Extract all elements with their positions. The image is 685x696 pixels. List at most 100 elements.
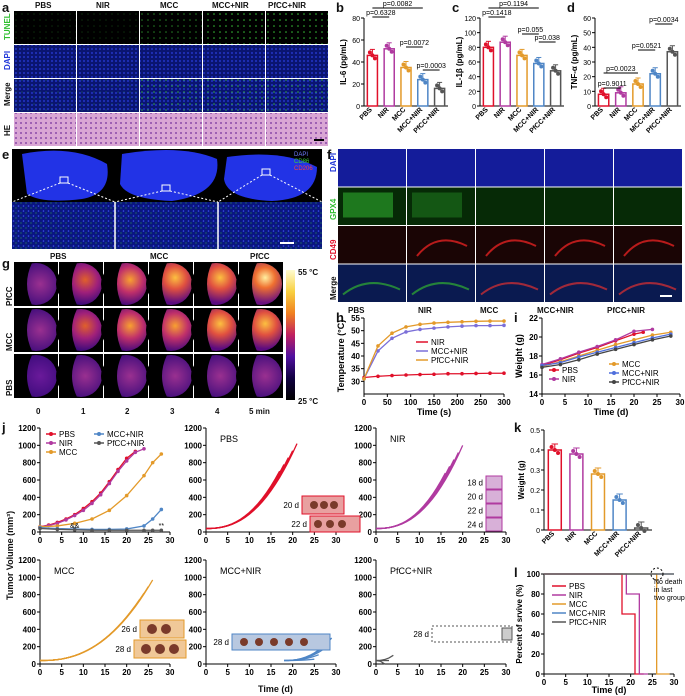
- data-point: [390, 331, 394, 335]
- data-point: [376, 344, 380, 348]
- data-point: [571, 449, 576, 453]
- f-cell: [545, 187, 613, 225]
- f-col-nir: NIR: [418, 306, 432, 315]
- y-tick-label: 20: [468, 89, 476, 96]
- series-pbsmouse5: [205, 470, 281, 530]
- a-cell-overlay: [14, 79, 76, 112]
- g-time-2: 2: [125, 407, 130, 416]
- data-point: [418, 322, 422, 327]
- data-point: [551, 65, 556, 70]
- f-gpx4-signal: [343, 192, 393, 218]
- x-tick-label: 20: [122, 668, 131, 677]
- x-tick-label: 15: [437, 668, 446, 677]
- x-tick-label: 30: [166, 536, 175, 545]
- y-tick-label: 1000: [18, 573, 36, 582]
- data-point: [599, 89, 604, 94]
- data-point: [390, 373, 394, 378]
- tumor-photo: [330, 501, 338, 509]
- data-point: [474, 319, 478, 324]
- sig-label: p=0.9011: [598, 81, 627, 88]
- y-tick-label: 600: [189, 608, 203, 617]
- g-cell-shadow: [14, 309, 32, 351]
- series-pbs: [39, 450, 136, 528]
- y-tick-label: 1200: [18, 556, 36, 565]
- data-point: [486, 45, 491, 50]
- g-cell-shadow: [146, 263, 167, 305]
- x-tick-label: 25: [653, 398, 662, 407]
- y-tick-label: 400: [189, 493, 203, 502]
- x-tick-label: 15: [101, 668, 110, 677]
- data-point: [558, 362, 563, 367]
- g-cell-shadow: [101, 355, 122, 397]
- data-point: [435, 83, 440, 88]
- series-pfccnir: [541, 335, 671, 369]
- y-tick-label: 40: [468, 75, 476, 82]
- x-tick-label: 0: [204, 536, 209, 545]
- y-axis-label: Weight (g): [517, 460, 526, 499]
- data-point: [460, 371, 464, 376]
- chart-i: 0 5 10 15 20 25 30 14 16 18 20 22 Time (d) Weight (g)…: [514, 314, 685, 417]
- tumor-photo: [285, 638, 293, 646]
- x-tick-label: 15: [437, 536, 446, 545]
- data-point: [142, 528, 146, 533]
- x-tick-label: 25: [480, 536, 489, 545]
- photo-box: [485, 475, 503, 490]
- y-tick-label: 1200: [18, 424, 36, 433]
- data-point: [72, 521, 77, 526]
- x-tick-label: 30: [166, 668, 175, 677]
- data-point: [536, 61, 541, 66]
- x-tick-label: 250: [474, 398, 488, 407]
- g-thermal-grid: [14, 262, 283, 398]
- series-nirmouse3: [375, 459, 455, 530]
- data-point: [596, 472, 600, 476]
- g-cell-shadow: [236, 309, 257, 351]
- e-label-pfcc: PfCC: [250, 252, 270, 261]
- g-cell-shadow: [191, 309, 212, 351]
- x-tick-label: 100: [404, 398, 418, 407]
- legend-label: NIR: [59, 439, 73, 448]
- x-tick-label: 10: [583, 678, 592, 687]
- data-point: [599, 475, 604, 479]
- series-mccnir: [541, 333, 671, 367]
- y-tick-label: 0: [32, 528, 37, 537]
- y-tick-label: 400: [359, 625, 373, 634]
- g-cell-shadow: [146, 355, 167, 397]
- g-row-pfcc: PfCC: [5, 286, 14, 306]
- y-tick-label: 40: [351, 352, 360, 361]
- legend-marker: [552, 377, 556, 381]
- subplot-title: MCC+NIR: [220, 566, 262, 576]
- bar-mccnir: [649, 72, 662, 107]
- series-mcc: [39, 453, 162, 528]
- y-tick-label: 20: [352, 82, 360, 89]
- y-tick-label: 0: [356, 104, 360, 111]
- x-tick-label: 25: [310, 536, 319, 545]
- x-tick-label: 0: [374, 536, 379, 545]
- y-tick-label: 200: [189, 643, 203, 652]
- series-pbsmouse4: [205, 464, 285, 530]
- a-cell-texture: [77, 45, 139, 78]
- e-legend-cd86: CD86: [294, 159, 310, 165]
- y-tick-label: 60: [531, 610, 540, 619]
- f-cell: [545, 149, 613, 187]
- data-point: [418, 372, 422, 377]
- a-cell-texture: [14, 113, 76, 146]
- photo-box: [231, 633, 331, 651]
- g-cell-shadow: [191, 355, 212, 397]
- x-tick-label: 0: [362, 398, 367, 407]
- data-point: [142, 447, 146, 451]
- y-tick-label: 0.5: [530, 428, 540, 435]
- data-point: [577, 350, 581, 354]
- y-tick-label: 1200: [354, 556, 372, 565]
- y-tick-label: 1200: [184, 556, 202, 565]
- data-point: [613, 347, 618, 352]
- sig-label: p=0.1194: [499, 1, 528, 8]
- sig-label: p=0.1418: [482, 10, 511, 17]
- x-tick-label: 10: [584, 398, 593, 407]
- legend-marker: [612, 380, 616, 384]
- sig-label: p=0.0082: [383, 1, 412, 8]
- panel-letter-b: b: [336, 0, 344, 15]
- y-tick-label: 45: [351, 339, 360, 348]
- series-mccmouse2: [39, 586, 149, 662]
- series-mcc: [541, 331, 671, 368]
